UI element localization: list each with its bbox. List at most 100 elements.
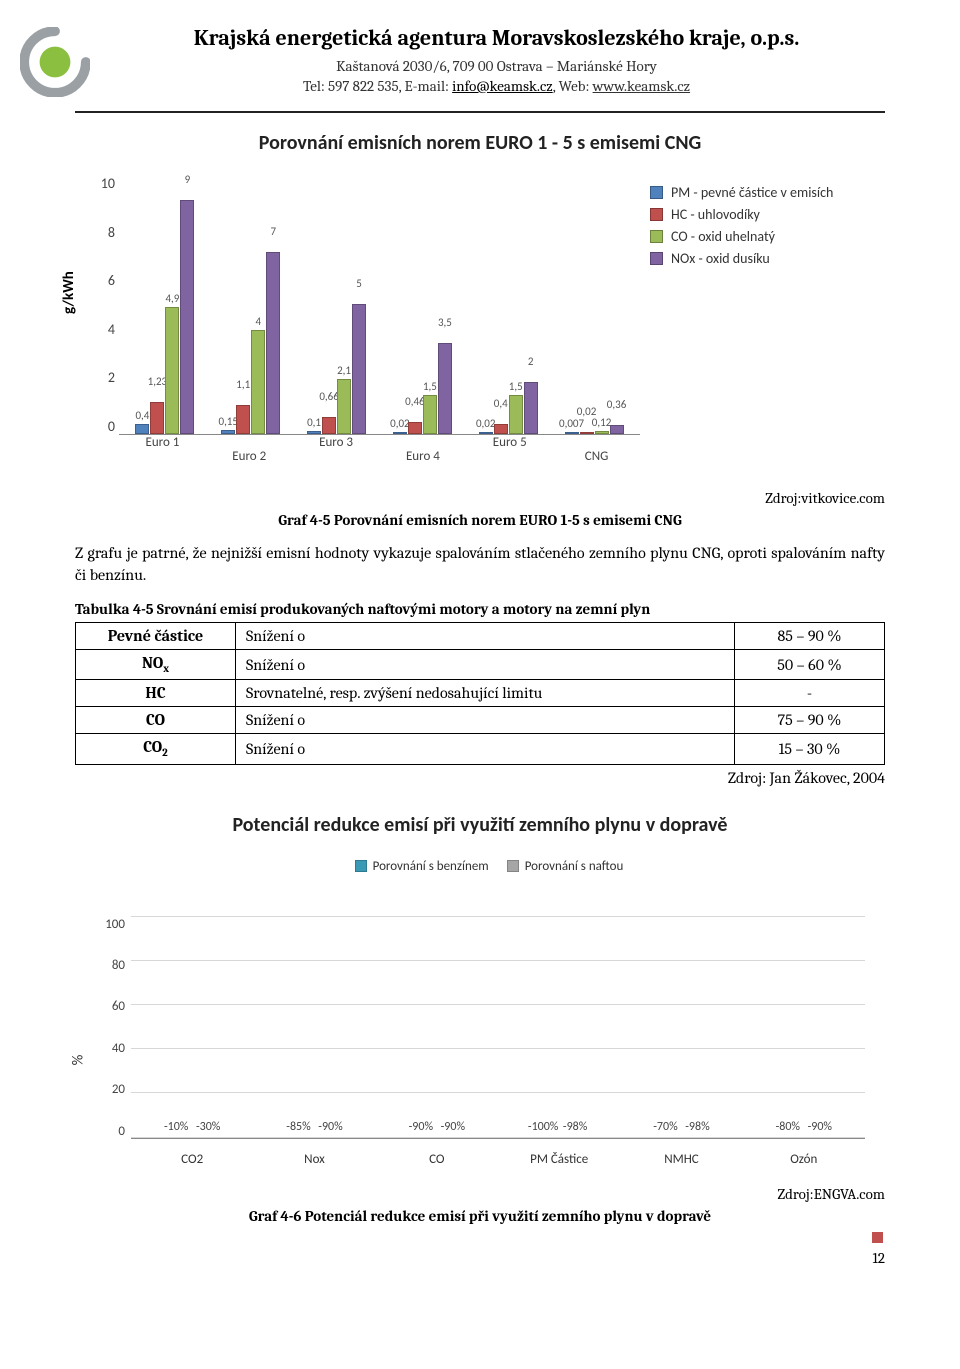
chart2-ytick: 100 bbox=[105, 917, 125, 932]
chart1-bar: 0,4 bbox=[494, 424, 508, 434]
table-source: Zdroj: Jan Žákovec, 2004 bbox=[75, 769, 885, 787]
chart1-datalabel: 1,5 bbox=[423, 380, 437, 393]
table-cell-desc: Snížení o bbox=[236, 734, 735, 764]
chart2-gridline bbox=[131, 1137, 865, 1138]
org-address: Kaštanová 2030/6, 709 00 Ostrava – Mariá… bbox=[108, 57, 885, 75]
chart1-ytick: 4 bbox=[108, 321, 115, 338]
table-cell-value: 85 – 90 % bbox=[735, 623, 885, 650]
table-cell-desc: Srovnatelné, resp. zvýšení nedosahující … bbox=[236, 680, 735, 707]
chart1-datalabel: 1,23 bbox=[148, 375, 167, 388]
chart1-bar: 7 bbox=[266, 252, 280, 434]
chart2-ytick: 40 bbox=[112, 1041, 125, 1056]
chart1-bar: 5 bbox=[352, 304, 366, 434]
chart1-legend-item: HC - uhlovodíky bbox=[650, 206, 885, 223]
email-link[interactable]: info@keamsk.cz bbox=[452, 77, 553, 95]
chart2-gridline bbox=[131, 916, 865, 917]
legend-label: PM - pevné částice v emisích bbox=[671, 184, 833, 201]
table-row: NOxSnížení o50 – 60 % bbox=[76, 650, 885, 680]
chart2-xlabel: NMHC bbox=[620, 1152, 742, 1167]
chart1-xlabel: CNG bbox=[553, 449, 640, 489]
chart1-bar: 0,02 bbox=[393, 432, 407, 434]
chart1-datalabel: 0,1 bbox=[307, 416, 321, 429]
chart2-ytick: 0 bbox=[118, 1124, 125, 1139]
chart1-bar: 3,5 bbox=[438, 343, 452, 434]
chart1-yaxis: 1086420 bbox=[75, 175, 115, 435]
chart2: Porovnání s benzínemPorovnání s naftou %… bbox=[75, 859, 885, 1179]
legend-label: Porovnání s benzínem bbox=[373, 859, 489, 874]
chart1-bar: 0,02 bbox=[580, 432, 594, 434]
chart1-datalabel: 9 bbox=[185, 173, 191, 186]
chart1-datalabel: 4 bbox=[255, 315, 261, 328]
chart1-bar: 0,66 bbox=[322, 417, 336, 434]
chart1-bar: 0,36 bbox=[610, 425, 624, 434]
table-row: CO2Snížení o15 – 30 % bbox=[76, 734, 885, 764]
chart2-caption: Graf 4-6 Potenciál redukce emisí při vyu… bbox=[75, 1207, 885, 1225]
chart1-xlabel: Euro 4 bbox=[379, 449, 466, 489]
chart1-group: 0,41,234,99 bbox=[123, 200, 207, 434]
chart1-bar: 1,23 bbox=[150, 402, 164, 434]
table-row: HCSrovnatelné, resp. zvýšení nedosahujíc… bbox=[76, 680, 885, 707]
chart1-ytick: 6 bbox=[108, 272, 115, 289]
legend-label: HC - uhlovodíky bbox=[671, 206, 760, 223]
chart2-ytick: 20 bbox=[112, 1082, 125, 1097]
chart1-datalabel: 2 bbox=[528, 355, 534, 368]
chart1-bar: 0,4 bbox=[135, 424, 149, 434]
chart1-datalabel: 0,46 bbox=[405, 395, 424, 408]
table-cell-desc: Snížení o bbox=[236, 650, 735, 680]
chart2-gridline bbox=[131, 1004, 865, 1005]
table-cell-value: 75 – 90 % bbox=[735, 707, 885, 734]
chart1-group: 0,020,41,52 bbox=[466, 382, 550, 434]
chart2-datalabel: -98% bbox=[685, 1120, 709, 1134]
table-cell-param: CO2 bbox=[76, 734, 236, 764]
table-cell-param: CO bbox=[76, 707, 236, 734]
chart1-datalabel: 0,02 bbox=[476, 417, 495, 430]
chart1-xlabel: Euro 5 bbox=[466, 435, 553, 475]
chart2-xlabel: CO2 bbox=[131, 1152, 253, 1167]
chart1-group: 0,020,461,53,5 bbox=[380, 343, 464, 434]
decorative-square bbox=[872, 1232, 883, 1243]
chart1-datalabel: 5 bbox=[356, 277, 362, 290]
chart1-datalabel: 0,12 bbox=[592, 416, 611, 429]
chart1-datalabel: 7 bbox=[270, 225, 276, 238]
chart1-datalabel: 0,36 bbox=[607, 398, 626, 411]
chart2-gridline bbox=[131, 960, 865, 961]
legend-swatch bbox=[650, 230, 663, 243]
chart1-bar: 1,1 bbox=[236, 405, 250, 434]
legend-label: CO - oxid uhelnatý bbox=[671, 228, 775, 245]
chart1-bar: 0,12 bbox=[595, 431, 609, 434]
chart2-datalabel: -90% bbox=[409, 1120, 433, 1134]
legend-swatch bbox=[650, 186, 663, 199]
chart1-ytick: 10 bbox=[101, 175, 115, 192]
chart2-ytick: 80 bbox=[112, 958, 125, 973]
chart1-ytick: 8 bbox=[108, 224, 115, 241]
chart1-datalabel: 3,5 bbox=[438, 316, 452, 329]
legend-label: Porovnání s naftou bbox=[525, 859, 624, 874]
page-header: Krajská energetická agentura Moravskosle… bbox=[75, 25, 885, 105]
table-cell-value: - bbox=[735, 680, 885, 707]
chart1-datalabel: 0,15 bbox=[218, 415, 237, 428]
chart1-bar: 0,02 bbox=[479, 432, 493, 434]
table-cell-param: NOx bbox=[76, 650, 236, 680]
table-cell-value: 50 – 60 % bbox=[735, 650, 885, 680]
chart1-bar: 1,5 bbox=[423, 395, 437, 434]
chart2-datalabel: -90% bbox=[318, 1120, 342, 1134]
table-title: Tabulka 4-5 Srovnání emisí produkovaných… bbox=[75, 600, 885, 618]
chart1-bar: 0,007 bbox=[565, 432, 579, 434]
chart1-datalabel: 0,66 bbox=[319, 390, 338, 403]
chart2-datalabel: -98% bbox=[563, 1120, 587, 1134]
chart2-title: Potenciál redukce emisí při využití zemn… bbox=[75, 813, 885, 837]
chart1: g/kWh 1086420 0,41,234,990,151,1470,10,6… bbox=[75, 165, 885, 485]
chart2-yaxis: 100806040200 bbox=[85, 917, 125, 1139]
chart2-datalabel: -70% bbox=[653, 1120, 677, 1134]
chart1-bar: 4 bbox=[251, 330, 265, 434]
chart1-group: 0,0070,020,120,36 bbox=[552, 425, 636, 434]
chart2-datalabel: -30% bbox=[196, 1120, 220, 1134]
table-row: COSnížení o75 – 90 % bbox=[76, 707, 885, 734]
chart2-legend: Porovnání s benzínem Porovnání s naftou bbox=[75, 859, 885, 874]
chart1-datalabel: 0,007 bbox=[559, 417, 584, 430]
chart1-legend-item: PM - pevné částice v emisích bbox=[650, 184, 885, 201]
chart1-datalabel: 1,1 bbox=[236, 378, 250, 391]
chart1-bar: 4,9 bbox=[165, 307, 179, 434]
chart1-legend-item: CO - oxid uhelnatý bbox=[650, 228, 885, 245]
chart2-xlabel: CO bbox=[376, 1152, 498, 1167]
